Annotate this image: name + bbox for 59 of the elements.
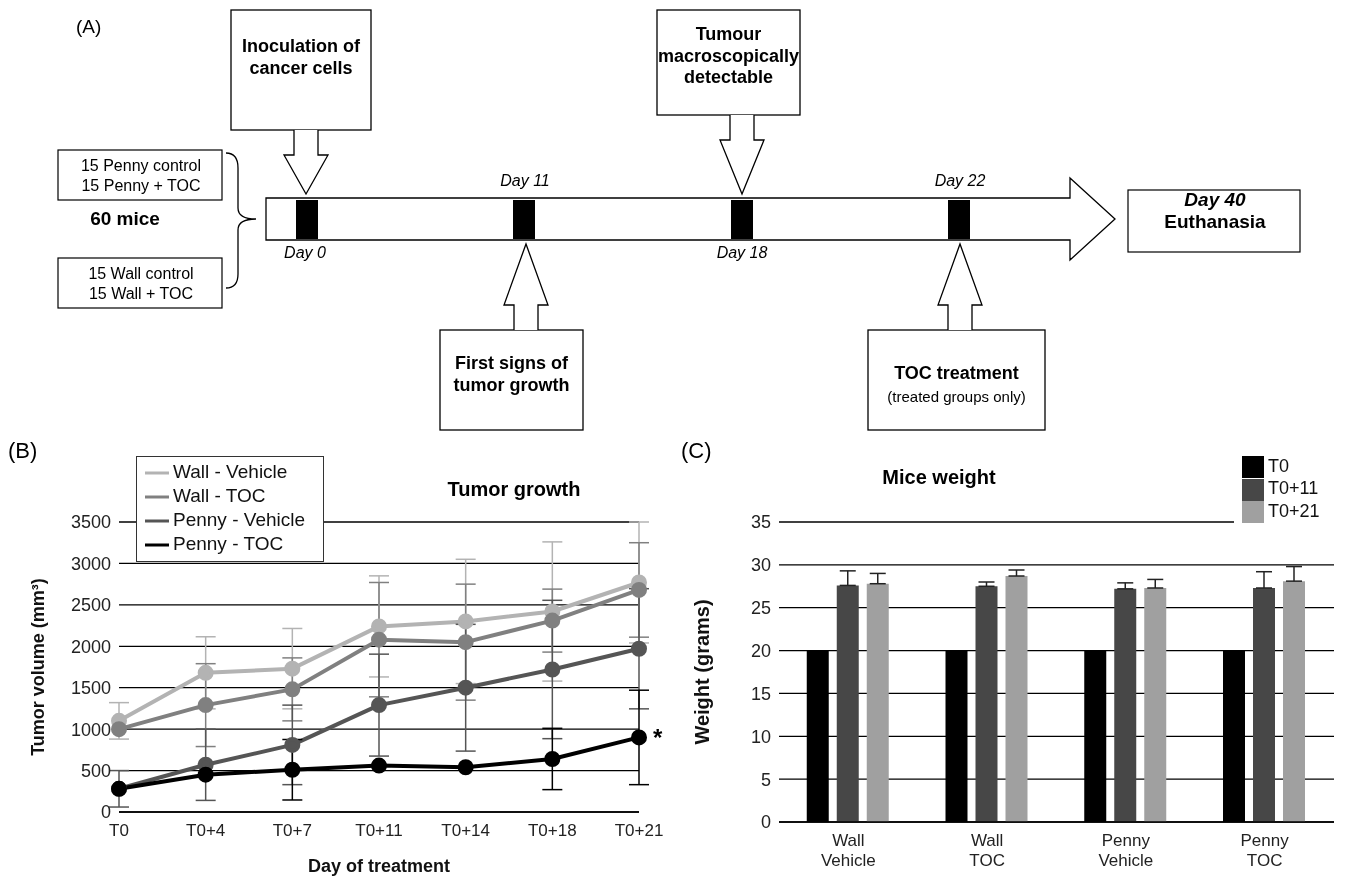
legend-label: T0+11: [1268, 478, 1319, 499]
text: Day 11: [499, 171, 551, 191]
annotation: *: [653, 723, 663, 751]
y-tick-label: 2500: [70, 595, 111, 616]
legend-label: Penny - TOC: [173, 533, 284, 555]
text: Inoculation of cancer cells: [241, 36, 361, 80]
legend-label: Wall - Vehicle: [173, 461, 288, 483]
text: Day 22: [933, 171, 987, 191]
legend-label: Penny - Vehicle: [173, 509, 306, 531]
y-tick-label: 5: [760, 769, 771, 790]
text: (A): [76, 16, 103, 39]
y-tick-label: 15: [750, 683, 771, 704]
text: 15 Penny + TOC: [80, 176, 202, 196]
x-tick-label: T0+7: [272, 821, 312, 840]
y-tick-label: 1500: [70, 678, 111, 699]
x-tick-label: T0: [109, 821, 129, 840]
y-tick-label: 10: [750, 726, 771, 747]
y-tick-label: 0: [760, 812, 771, 833]
text: First signs of tumor growth: [452, 353, 571, 397]
text: TOC treatment: [893, 363, 1020, 385]
legend-label: T0+21: [1268, 500, 1320, 521]
text: 15 Penny control: [79, 156, 203, 176]
text: Euthanasia: [1163, 211, 1267, 234]
text: Day 18: [715, 243, 769, 263]
x-tick-label: T0+18: [527, 821, 577, 840]
chart-title: Mice weight: [881, 466, 997, 489]
text: 60 mice: [89, 208, 161, 231]
x-tick-label: T0+14: [441, 821, 491, 840]
legend-label: T0: [1268, 456, 1290, 476]
text: (C): [681, 438, 712, 464]
y-tick-label: 500: [80, 760, 111, 781]
text: 15 Wall + TOC: [87, 284, 195, 304]
text: Day 0: [283, 243, 327, 263]
x-axis-title: Day of treatment: [307, 856, 451, 876]
text: Tumour macroscopically detectable: [657, 24, 800, 89]
y-tick-label: 30: [750, 555, 771, 576]
legend-label: Wall - TOC: [173, 485, 266, 507]
y-tick-label: 2000: [70, 636, 111, 657]
x-tick-label: Wall TOC: [969, 831, 1005, 870]
y-tick-label: 35: [750, 512, 771, 533]
x-tick-label: T0+21: [614, 821, 664, 840]
x-tick-label: Penny Vehicle: [1098, 831, 1154, 870]
y-tick-label: 0: [100, 802, 111, 823]
chart-title: Tumor growth: [446, 478, 582, 501]
text: (treated groups only): [886, 388, 1027, 406]
text: (B): [8, 438, 38, 464]
text: Day 40: [1183, 189, 1247, 212]
y-axis-title: Weight (grams): [691, 599, 713, 745]
x-tick-label: T0+4: [186, 821, 226, 840]
y-axis-title: Tumor volume (mm³): [28, 578, 48, 756]
y-tick-label: 3000: [70, 553, 111, 574]
text: 15 Wall control: [87, 264, 195, 284]
y-tick-label: 25: [750, 598, 771, 619]
x-tick-label: T0+11: [355, 821, 403, 840]
x-tick-label: Wall Vehicle: [820, 831, 876, 870]
y-tick-label: 3500: [70, 512, 111, 533]
y-tick-label: 20: [750, 640, 771, 661]
y-tick-label: 1000: [70, 719, 111, 740]
x-tick-label: Penny TOC: [1240, 831, 1290, 870]
